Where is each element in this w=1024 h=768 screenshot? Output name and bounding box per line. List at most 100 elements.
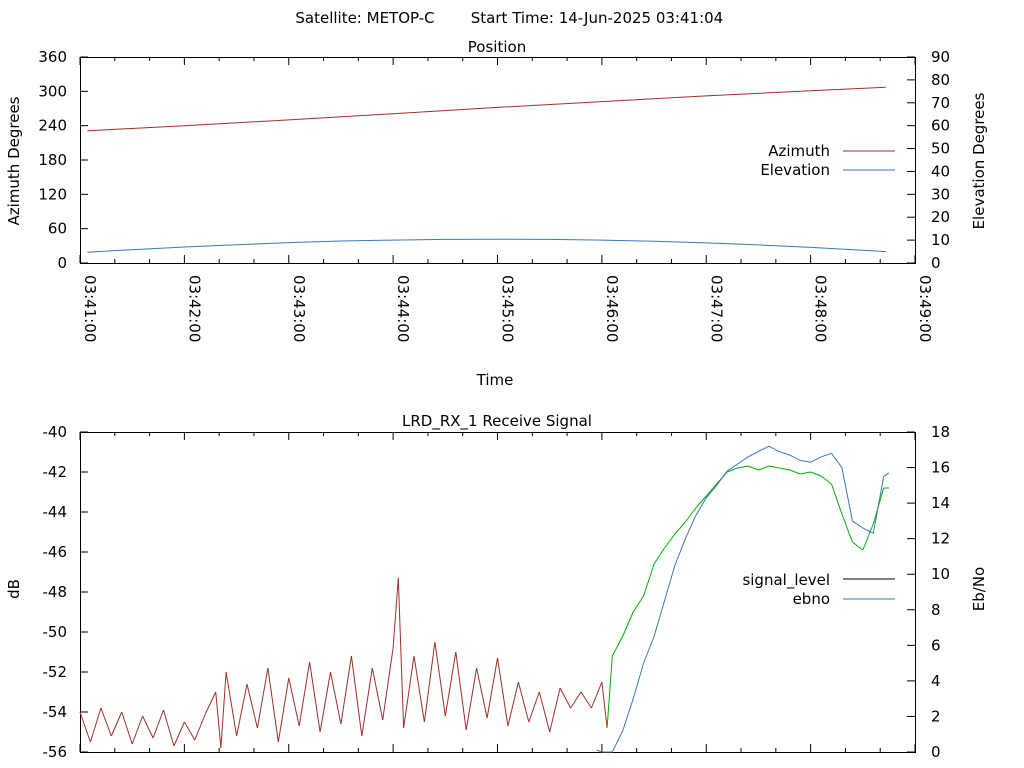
position-y-axis: 0 60 120 180 240 300 360 [38, 48, 88, 272]
signal-y2-tick-label: 18 [931, 423, 950, 441]
signal-level-segment [831, 483, 843, 515]
signal-level-segment [465, 667, 478, 731]
position-x-tick-label: 03:42:00 [185, 275, 203, 342]
signal-level-segment [89, 707, 102, 743]
signal-level-segment [392, 577, 399, 649]
signal-series [79, 445, 890, 753]
signal-level-segment [277, 677, 290, 743]
position-x-tick-label: 03:49:00 [916, 275, 934, 342]
signal-level-segment [152, 709, 164, 739]
signal-level-segment [606, 655, 613, 729]
position-y2-tick-label: 50 [931, 140, 950, 158]
position-x-axis: 03:41:00 03:42:00 03:43:00 03:44:00 03:45:00… [79, 57, 934, 342]
signal-level-segment [664, 533, 676, 549]
ebno-series-line [596, 445, 890, 753]
signal-level-segment [100, 707, 112, 737]
signal-level-segment [382, 647, 394, 721]
position-x-tick-label: 03:44:00 [394, 275, 412, 342]
signal-level-segment [288, 677, 300, 727]
position-x-tick-label: 03:48:00 [812, 275, 830, 342]
signal-legend: signal_level ebno [742, 571, 895, 608]
position-y-tick-label: 240 [38, 117, 67, 135]
signal-level-segment [486, 657, 498, 719]
signal-y-tick-label: -40 [43, 423, 68, 441]
signal-level-segment [79, 711, 91, 743]
signal-level-segment [350, 655, 363, 737]
signal-level-segment [549, 687, 561, 733]
position-x-tick-label: 03:43:00 [290, 275, 308, 342]
signal-level-segment [256, 667, 269, 729]
signal-level-segment [413, 655, 425, 723]
legend-label-elevation: Elevation [760, 161, 830, 179]
signal-level-segment [726, 467, 738, 473]
signal-level-segment [497, 657, 509, 727]
signal-level-segment [653, 547, 665, 565]
signal-level-segment [319, 671, 331, 733]
signal-level-segment [298, 661, 311, 727]
signal-level-segment [611, 635, 624, 657]
signal-level-segment [361, 667, 373, 737]
legend-label-signal-level: signal_level [742, 571, 830, 590]
signal-y2-tick-label: 12 [931, 530, 950, 548]
signal-y2-tick-label: 10 [931, 565, 950, 583]
signal-y2-tick-label: 2 [931, 707, 941, 725]
position-x-tick-label: 03:45:00 [499, 275, 517, 342]
position-y-tick-label: 180 [38, 151, 67, 169]
legend-label-ebno: ebno [793, 590, 830, 608]
signal-level-segment [204, 691, 217, 715]
position-x-tick-label: 03:41:00 [81, 275, 99, 342]
signal-y2-tick-label: 4 [931, 672, 941, 690]
signal-level-segment [601, 681, 608, 729]
signal-level-segment [110, 711, 123, 737]
signal-level-segment [267, 667, 279, 743]
signal-level-segment [330, 671, 342, 725]
position-y2-axis: 0 10 20 30 40 50 60 70 80 90 [907, 48, 950, 272]
signal-level-segment [737, 465, 749, 469]
signal-level-segment [768, 465, 780, 469]
signal-level-segment [246, 683, 258, 729]
signal-level-segment [580, 691, 592, 709]
signal-level-segment [747, 465, 759, 471]
signal-level-segment [705, 483, 718, 497]
signal-y-tick-label: -42 [43, 463, 68, 481]
signal-level-segment [121, 711, 133, 745]
signal-y2-tick-label: 16 [931, 459, 950, 477]
signal-plot-frame [80, 432, 916, 753]
signal-level-segment [142, 715, 154, 739]
signal-y-tick-label: -44 [43, 503, 68, 521]
position-y2-tick-label: 30 [931, 185, 950, 203]
signal-level-segment [444, 651, 457, 717]
signal-level-segment [309, 661, 321, 733]
signal-level-segment [674, 521, 686, 535]
position-y-tick-label: 60 [48, 220, 67, 238]
signal-level-segment [758, 465, 770, 471]
signal-level-segment [194, 713, 206, 741]
azimuth-series-line [87, 86, 886, 132]
signal-y-tick-label: -50 [43, 623, 68, 641]
signal-level-segment [622, 611, 634, 637]
position-chart: Position 0 60 120 180 240 300 360 0 10 20 30 40 50 6… [5, 38, 988, 389]
signal-level-segment [371, 667, 384, 721]
position-y-tick-label: 120 [38, 185, 67, 203]
signal-level-segment [570, 691, 582, 709]
signal-level-segment [590, 681, 603, 709]
signal-y2-tick-label: 8 [931, 601, 941, 619]
elevation-series-line [87, 238, 886, 253]
signal-level-segment [789, 469, 801, 475]
position-y2-tick-label: 80 [931, 71, 950, 89]
signal-level-segment [215, 691, 222, 749]
signal-y2-axis: 0 2 4 6 8 10 12 14 16 18 [907, 423, 950, 761]
signal-y-tick-label: -46 [43, 543, 68, 561]
signal-level-segment [538, 691, 551, 733]
signal-y-tick-label: -54 [43, 703, 68, 721]
signal-level-segment [810, 471, 822, 477]
signal-level-segment [131, 715, 144, 745]
satellite-label: Satellite: METOP-C [295, 9, 434, 27]
signal-level-segment [559, 687, 572, 709]
signal-level-segment [779, 467, 790, 471]
signal-level-segment [820, 475, 832, 485]
signal-level-segment [236, 683, 248, 737]
position-y2-tick-label: 90 [931, 48, 950, 66]
signal-level-segment [507, 681, 519, 727]
signal-level-segment [695, 495, 707, 509]
